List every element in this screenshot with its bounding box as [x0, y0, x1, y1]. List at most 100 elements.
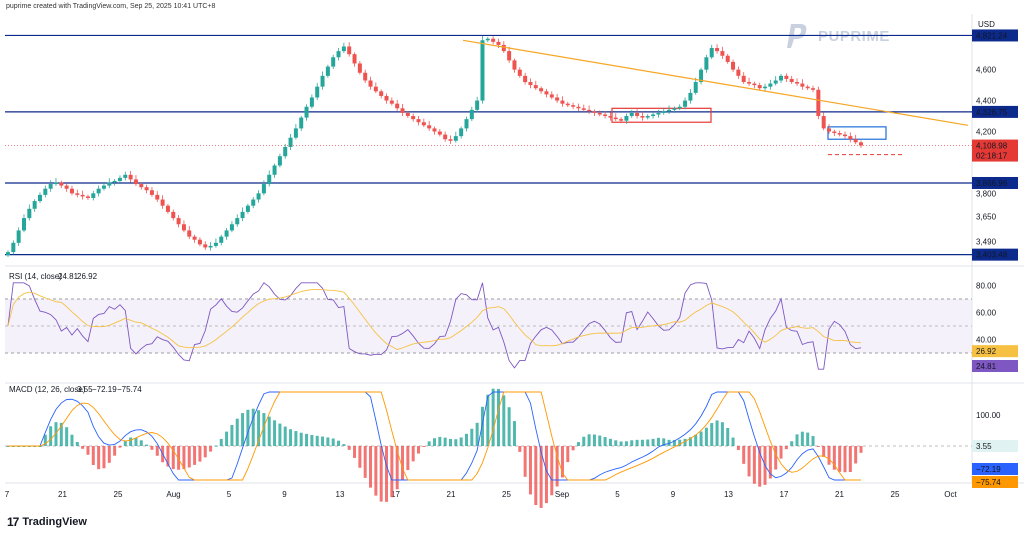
- macd-value: −72.19: [92, 385, 117, 394]
- candle-body: [747, 82, 752, 84]
- macd-signal-tag-bg: [972, 476, 1018, 488]
- time-tick-6: 13: [336, 490, 345, 499]
- macd-histogram-bar: [54, 422, 58, 446]
- macd-histogram-bar: [102, 446, 106, 469]
- macd-histogram-bar: [512, 421, 516, 446]
- macd-histogram-bar: [752, 446, 756, 484]
- price-tick-3: 4,200: [976, 127, 997, 136]
- tradingview-logo-icon: 17: [7, 515, 19, 529]
- candle-body: [384, 95, 389, 101]
- candle-body: [192, 236, 197, 240]
- candle-body: [507, 51, 512, 61]
- macd-histogram-bar: [598, 435, 602, 446]
- time-tick-10: Sep: [555, 490, 570, 499]
- macd-histogram-bar: [710, 423, 714, 446]
- macd-histogram-bar: [385, 446, 389, 502]
- candle-body: [277, 156, 282, 166]
- candle-body: [757, 85, 762, 89]
- candle-body: [533, 85, 538, 89]
- rsi-tick-1: 60.00: [976, 309, 997, 318]
- candle-body: [667, 109, 672, 112]
- macd-histogram-bar: [459, 437, 463, 446]
- candle-body: [645, 116, 650, 118]
- rsi-line: [7, 282, 862, 370]
- macd-histogram-bar: [454, 439, 458, 446]
- macd-histogram-bar: [395, 446, 399, 490]
- time-tick-1: 21: [58, 490, 67, 499]
- candle-body: [235, 218, 240, 225]
- macd-histogram-bar: [107, 446, 111, 463]
- candle-body: [43, 188, 48, 195]
- candle-body: [576, 106, 581, 109]
- candle-body: [832, 131, 837, 134]
- candle-body: [859, 142, 863, 146]
- macd-histogram-bar: [555, 446, 559, 487]
- macd-histogram-bar: [726, 427, 730, 446]
- candle-body: [752, 83, 757, 86]
- macd-histogram-bar: [139, 440, 143, 446]
- macd-histogram-bar: [123, 440, 127, 446]
- macd-histogram-bar: [758, 446, 762, 487]
- macd-histogram-bar: [619, 441, 623, 446]
- candle-body: [725, 55, 730, 62]
- rsi-ma-tag: 26.92: [976, 347, 997, 356]
- candle-body: [693, 82, 698, 93]
- macd-histogram-bar: [283, 426, 287, 446]
- candle-body: [421, 122, 426, 126]
- macd-histogram-bar: [203, 446, 207, 458]
- macd-histogram-bar: [784, 446, 788, 450]
- macd-histogram-bar: [433, 438, 436, 446]
- candle-body: [475, 100, 480, 110]
- candle-body: [256, 193, 261, 200]
- candle-body: [64, 185, 69, 189]
- macd-histogram-bar: [193, 446, 197, 465]
- candle-body: [560, 100, 565, 104]
- macd-tag: −72.19: [976, 465, 1001, 474]
- candle-body: [683, 100, 688, 107]
- candle-body: [656, 112, 661, 115]
- candle-body: [779, 75, 784, 81]
- price-tick-2: 3,800: [976, 189, 997, 198]
- candle-body: [213, 242, 218, 246]
- macd-histogram-bar: [859, 446, 863, 453]
- candle-body: [293, 128, 298, 138]
- macd-title: MACD (12, 26, close): [9, 385, 86, 394]
- macd-histogram-bar: [97, 446, 101, 470]
- candle-body: [416, 119, 421, 123]
- macd-histogram-bar: [427, 441, 431, 446]
- candle-body: [448, 139, 453, 141]
- macd-histogram-bar: [576, 442, 580, 446]
- macd-histogram-bar: [816, 446, 820, 447]
- macd-histogram-bar: [720, 422, 724, 446]
- candle-body: [427, 125, 432, 129]
- candle-body: [837, 133, 842, 135]
- candle-body: [229, 224, 234, 231]
- candle-body: [16, 230, 21, 243]
- candle-body: [523, 75, 528, 83]
- macd-histogram-bar: [539, 446, 543, 508]
- candle-body: [85, 196, 90, 198]
- candle-body: [704, 57, 709, 70]
- candle-body: [325, 66, 330, 76]
- candle-body: [821, 116, 826, 129]
- candle-body: [197, 239, 202, 245]
- candle-body: [133, 179, 138, 185]
- candle-body: [336, 51, 341, 58]
- macd-histogram-bar: [795, 434, 799, 446]
- candle-body: [32, 201, 37, 209]
- tradingview-footer[interactable]: 17 TradingView: [7, 515, 87, 529]
- candle-body: [363, 72, 368, 81]
- time-tick-15: 21: [835, 490, 844, 499]
- candle-body: [389, 100, 394, 104]
- candle-body: [496, 41, 501, 45]
- macd-histogram-bar: [358, 446, 362, 468]
- rsi-tag-bg: [972, 360, 1018, 373]
- macd-histogram-bar: [353, 446, 357, 458]
- candle-body: [176, 218, 181, 225]
- candle-body: [549, 94, 554, 98]
- macd-histogram-bar: [315, 435, 319, 446]
- candle-body: [357, 63, 362, 73]
- candle-body: [485, 38, 490, 41]
- time-tick-7: 17: [391, 490, 400, 499]
